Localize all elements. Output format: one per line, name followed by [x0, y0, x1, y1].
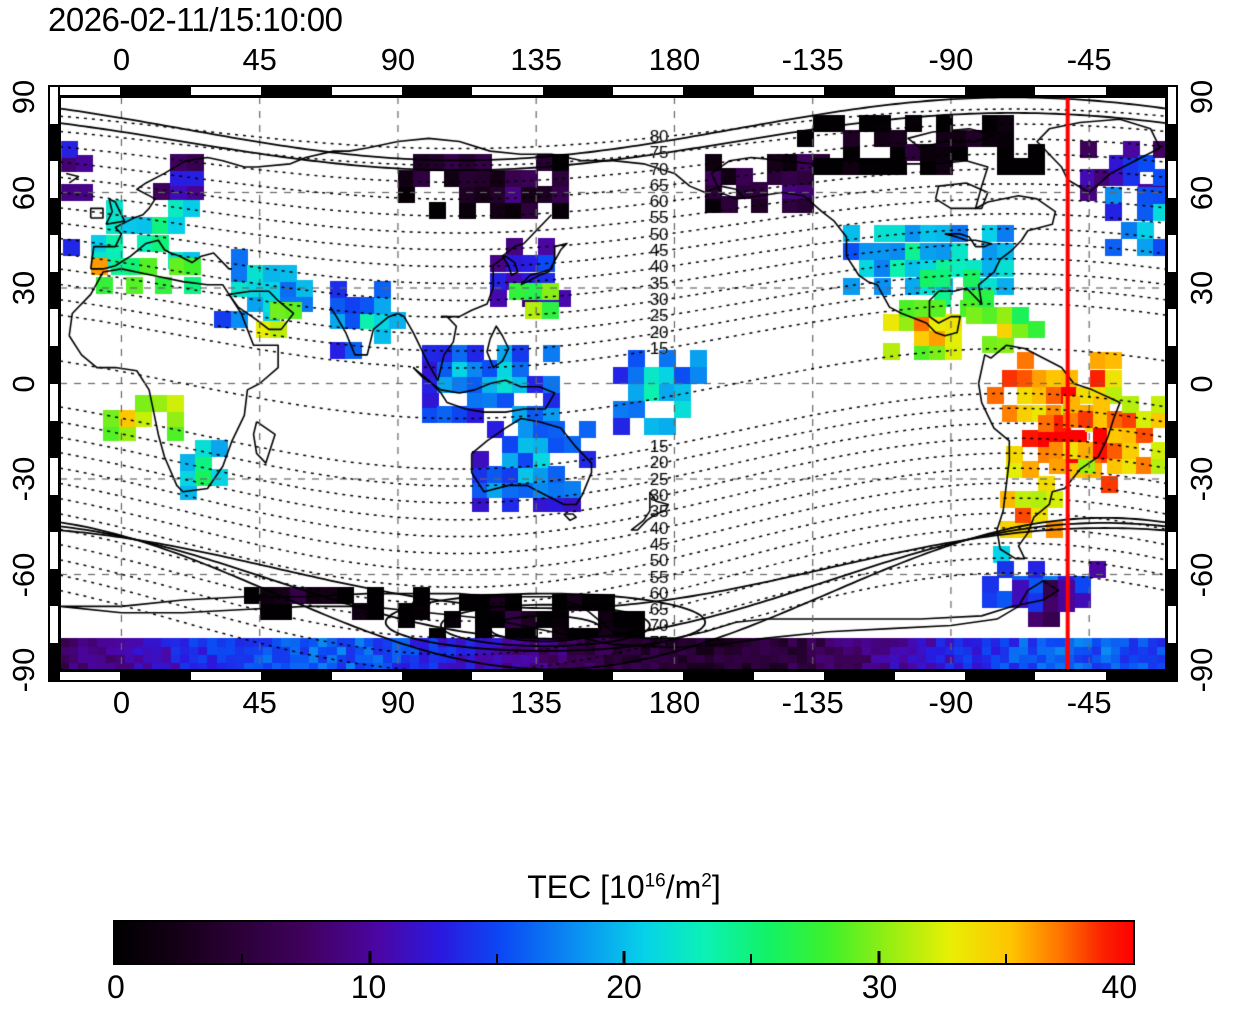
- x-tick-label: -45: [1066, 685, 1112, 720]
- axis-bar-segment: [120, 672, 191, 680]
- y-tick-label: -30: [6, 456, 41, 502]
- colorbar-tick-label: 10: [350, 969, 387, 1005]
- y-tick-label: 60: [1184, 175, 1219, 210]
- map-plot-area: [60, 97, 1166, 670]
- colorbar-block: TEC [1016/m2] 0 10 20 30 40: [107, 869, 1138, 1011]
- axis-bar-segment: [401, 87, 473, 95]
- y-tick-label: 0: [6, 374, 41, 393]
- x-tick-label: -90: [928, 42, 974, 77]
- y-tick-label: 30: [1184, 270, 1219, 306]
- colorbar-title-tail: /m: [665, 869, 702, 905]
- axis-bar-segment: [50, 124, 58, 162]
- y-tick-label: -90: [6, 647, 41, 693]
- axis-bar-segment: [50, 642, 58, 680]
- colorbar-minor-tick: [750, 954, 753, 963]
- axis-bar-segment: [683, 672, 754, 680]
- y-tick-label: -60: [1184, 552, 1219, 597]
- axis-bar-segment: [50, 494, 58, 532]
- y-tick-label: -90: [1184, 647, 1219, 693]
- x-tick-label: -90: [928, 685, 974, 720]
- colorbar-tick: [622, 951, 626, 963]
- axis-bar-segment: [50, 568, 58, 606]
- y-tick-label: -60: [6, 552, 41, 597]
- colorbar-title-end: ]: [711, 869, 721, 905]
- axis-bar-segment: [261, 672, 332, 680]
- axis-bar-segment: [1105, 87, 1176, 95]
- axis-bar-segment: [50, 198, 58, 236]
- y-tick-label: -30: [1184, 456, 1219, 502]
- colorbar-tick-label: 20: [606, 969, 642, 1005]
- axis-bar-segment: [542, 87, 613, 95]
- axis-bar-segment: [964, 87, 1036, 95]
- x-tick-label: 135: [510, 685, 563, 720]
- x-tick-label: 0: [112, 42, 131, 77]
- axis-bar-segment: [401, 672, 473, 680]
- axis-bar-segment: [683, 87, 754, 95]
- axis-bar-bottom: [48, 670, 1178, 682]
- x-tick-label: 135: [510, 42, 563, 77]
- axis-bar-left: [48, 85, 60, 682]
- axis-bar-segment: [1168, 568, 1176, 606]
- colorbar-tick-label: 30: [861, 969, 898, 1005]
- colorbar-tick-label: 40: [1101, 969, 1138, 1005]
- colorbar-title: TEC [1016/m2]: [113, 869, 1135, 906]
- axis-bar-segment: [1168, 272, 1176, 310]
- x-tick-label: 45: [242, 42, 277, 77]
- colorbar-tick: [877, 951, 880, 963]
- y-tick-label: 90: [6, 79, 41, 115]
- x-tick-label: 180: [648, 685, 701, 720]
- x-tick-label: 45: [242, 685, 277, 720]
- axis-bar-segment: [542, 672, 613, 680]
- colorbar-minor-tick: [1004, 954, 1007, 963]
- axis-bar-segment: [120, 87, 191, 95]
- colorbar-minor-tick: [241, 954, 244, 963]
- axis-bar-segment: [1168, 494, 1176, 532]
- y-tick-label: 90: [1184, 79, 1219, 115]
- axis-bar-segment: [50, 420, 58, 458]
- axis-bar-segment: [261, 87, 332, 95]
- x-tick-label: -135: [781, 42, 844, 77]
- x-tick-label: -135: [781, 685, 844, 720]
- colorbar-tick: [368, 951, 371, 963]
- page-title: 2026-02-11/15:10:00: [48, 1, 343, 38]
- axis-bar-segment: [1168, 124, 1176, 162]
- colorbar-title-exponent2: 2: [701, 870, 712, 892]
- axis-bar-segment: [50, 346, 58, 384]
- axis-bar-right: [1166, 85, 1178, 682]
- y-tick-label: 60: [6, 175, 41, 210]
- x-tick-label: 90: [380, 42, 416, 77]
- colorbar-minor-tick: [495, 954, 498, 963]
- x-tick-label: -45: [1066, 42, 1112, 77]
- axis-bar-segment: [1168, 420, 1176, 458]
- y-tick-label: 0: [1184, 374, 1219, 393]
- x-tick-label: 180: [648, 42, 701, 77]
- colorbar-tick-labels: 0 10 20 30 40: [107, 969, 1138, 1011]
- axis-bar-top: [48, 85, 1178, 97]
- axis-bar-segment: [1168, 198, 1176, 236]
- tec-map-figure: 0 45 90 135 180 -135 -90 -45 0 45 90 135 180 -135 -90…: [6, 42, 1219, 720]
- axis-bar-segment: [1168, 346, 1176, 384]
- axis-bar-segment: [964, 672, 1036, 680]
- axis-bar-segment: [824, 672, 895, 680]
- x-tick-label: 90: [380, 685, 416, 720]
- colorbar-title-exponent: 16: [644, 870, 666, 892]
- colorbar-tick-label: 0: [107, 969, 125, 1005]
- axis-bar-segment: [1168, 642, 1176, 680]
- map-overlay-layer: [60, 97, 1166, 670]
- axis-bar-segment: [824, 87, 895, 95]
- axis-bar-segment: [50, 272, 58, 310]
- axis-bar-segment: [1105, 672, 1176, 680]
- colorbar-title-main: TEC [10: [527, 869, 645, 905]
- x-tick-label: 0: [112, 685, 131, 720]
- colorbar-gradient: [113, 920, 1135, 965]
- y-tick-label: 30: [6, 270, 41, 306]
